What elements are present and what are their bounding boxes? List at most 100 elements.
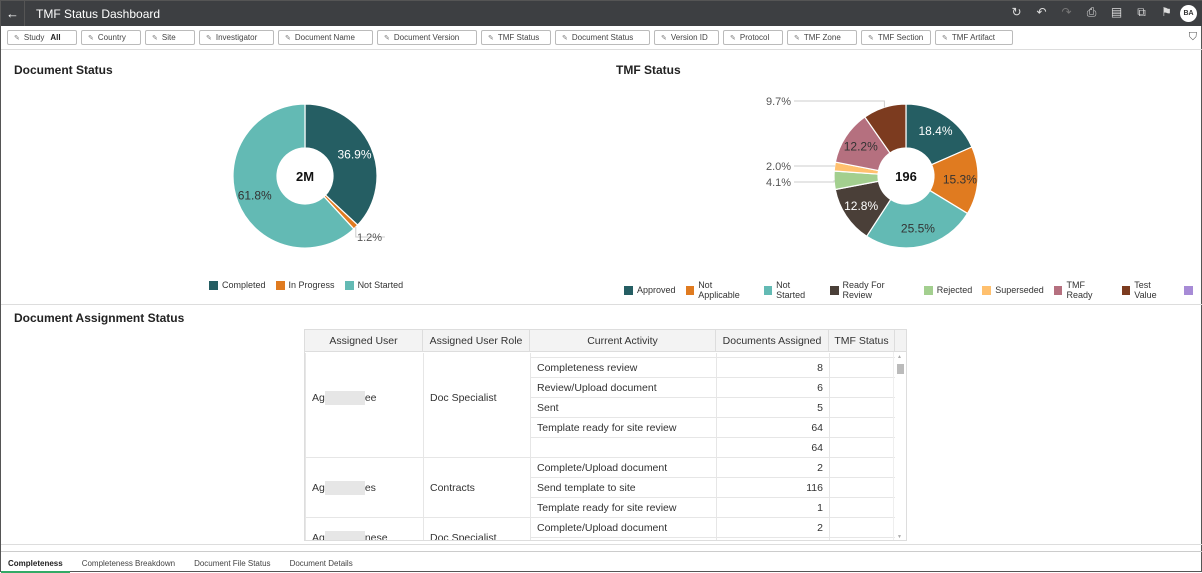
table-row — [306, 537, 895, 540]
tmf-status-cell — [829, 477, 895, 498]
refresh-icon[interactable]: ↻ — [1011, 5, 1022, 19]
column-header[interactable]: Assigned User Role — [423, 330, 530, 351]
legend-item[interactable]: Rejected — [923, 285, 972, 295]
table-row: 64 — [306, 437, 895, 458]
redacted-name — [324, 480, 365, 495]
legend-item[interactable] — [1184, 285, 1197, 295]
donut-hole — [878, 148, 934, 204]
legend-label: Test Value — [1134, 280, 1157, 300]
tmf-status-cell — [829, 457, 895, 478]
assigned-user: Ag ee — [305, 353, 424, 458]
tab-document-file-status[interactable]: Document File Status — [194, 559, 271, 568]
top-bar: ← TMF Status Dashboard ↻ ↶ ↷ ⎙ ▤ ⧉ ⚑ BA — [1, 1, 1202, 26]
pin-icon: ✎ — [88, 34, 94, 42]
legend-label: Not Applicable — [698, 280, 740, 300]
filter-protocol[interactable]: ✎ Protocol — [723, 30, 783, 45]
pin-icon: ✎ — [14, 34, 20, 42]
filter-country[interactable]: ✎ Country — [81, 30, 141, 45]
tmf-status-cell — [829, 537, 895, 540]
tmf-status-donut: 18.4% 15.3% 25.5% 12.8% 4.1% 2.0% 12.2% 9.7% 196 — [766, 96, 979, 249]
legend-item[interactable]: Superseded — [982, 285, 1044, 295]
table-row: Completeness review 8 — [306, 357, 895, 378]
bottom-tabs: Completeness Completeness Breakdown Docume… — [1, 551, 1202, 573]
current-activity — [530, 437, 717, 458]
slice-label: 18.4% — [918, 124, 952, 138]
legend-item[interactable]: Test Value — [1121, 280, 1174, 300]
slice-label: 12.8% — [844, 199, 878, 213]
assigned-user-role: Contracts — [423, 457, 531, 518]
tmf-status-cell — [829, 437, 895, 458]
current-activity — [530, 537, 717, 540]
filter-site[interactable]: ✎ Site — [145, 30, 195, 45]
current-activity: Sent — [530, 397, 717, 418]
legend-item[interactable]: Completed — [209, 280, 266, 290]
filter-document-version[interactable]: ✎ Document Version — [377, 30, 477, 45]
tab-completeness[interactable]: Completeness — [1, 552, 70, 573]
slice-label: 12.2% — [844, 139, 878, 153]
filter-label: TMF Section — [877, 33, 924, 42]
tab-document-details[interactable]: Document Details — [289, 559, 353, 568]
current-activity: Completeness review — [530, 357, 717, 378]
legend-label: Not Started — [776, 280, 806, 300]
table-scrollbar[interactable]: ▲ ▼ — [893, 352, 906, 540]
assigned-user: Ag nese — [305, 517, 424, 540]
filter-tmf-section[interactable]: ✎ TMF Section — [861, 30, 931, 45]
table-row: Ag es Contracts Complete/Upload document 2 — [305, 457, 895, 518]
filter-icon[interactable]: ⛉ — [1188, 31, 1197, 43]
bookmark-icon[interactable]: ⚑ — [1161, 5, 1172, 19]
undo-icon[interactable]: ↶ — [1036, 5, 1047, 19]
legend-swatch — [685, 285, 695, 295]
legend-swatch — [275, 280, 285, 290]
legend-item[interactable]: Not Started — [763, 280, 820, 300]
page-title: TMF Status Dashboard — [36, 6, 161, 21]
donut-hole — [277, 148, 333, 204]
redo-icon[interactable]: ↷ — [1061, 5, 1072, 19]
filter-investigator[interactable]: ✎ Investigator — [199, 30, 274, 45]
legend-label: TMF Ready — [1066, 280, 1093, 300]
filter-label: TMF Artifact — [951, 33, 995, 42]
filter-tmf-zone[interactable]: ✎ TMF Zone — [787, 30, 857, 45]
legend-swatch — [923, 285, 933, 295]
legend-item[interactable]: Approved — [624, 285, 676, 295]
slice-label: 25.5% — [901, 222, 935, 236]
avatar[interactable]: BA — [1180, 5, 1197, 22]
print-icon[interactable]: ⎙ — [1086, 5, 1097, 19]
pin-icon: ✎ — [661, 34, 667, 42]
filter-document-name[interactable]: ✎ Document Name — [278, 30, 373, 45]
legend-swatch — [344, 280, 354, 290]
legend-item[interactable]: In Progress — [275, 280, 335, 290]
tab-completeness-breakdown[interactable]: Completeness Breakdown — [81, 559, 176, 568]
leader-line — [794, 165, 836, 167]
comment-icon[interactable]: ▤ — [1110, 5, 1123, 19]
tmf-status-cell — [829, 497, 895, 518]
legend-label: In Progress — [288, 280, 335, 290]
pin-icon: ✎ — [285, 34, 291, 42]
legend-item[interactable]: Not Started — [344, 280, 403, 290]
documents-assigned: 5 — [716, 397, 830, 418]
filter-tmf-status[interactable]: ✎ TMF Status — [481, 30, 551, 45]
filter-tmf-artifact[interactable]: ✎ TMF Artifact — [935, 30, 1013, 45]
legend-label: Superseded — [995, 285, 1044, 295]
filter-version-id[interactable]: ✎ Version ID — [654, 30, 719, 45]
tmf-status-cell — [829, 397, 895, 418]
back-arrow-icon[interactable]: ← — [1, 1, 25, 26]
tmf-status-cell — [829, 377, 895, 398]
column-header[interactable]: TMF Status — [829, 330, 895, 351]
legend-item[interactable]: Ready For Review — [829, 280, 914, 300]
filter-label: TMF Status — [497, 33, 540, 42]
legend-item[interactable]: Not Applicable — [685, 280, 754, 300]
tmf-status-cell — [829, 357, 895, 378]
legend-item[interactable]: TMF Ready — [1053, 280, 1112, 300]
filter-label: Document Version — [393, 33, 460, 42]
table-row: Sent 5 — [306, 397, 895, 418]
filter-study[interactable]: ✎ Study All — [7, 30, 77, 45]
export-icon[interactable]: ⧉ — [1137, 5, 1146, 19]
table-row: Review/Upload document 6 — [306, 377, 895, 398]
column-header[interactable]: Assigned User — [305, 330, 423, 351]
column-header[interactable]: Documents Assigned — [716, 330, 829, 351]
slice-label: 2.0% — [766, 161, 791, 173]
column-header[interactable]: Current Activity — [530, 330, 716, 351]
filter-label: Document Name — [294, 33, 355, 42]
slice-label: 1.2% — [357, 232, 382, 244]
filter-document-status[interactable]: ✎ Document Status — [555, 30, 650, 45]
